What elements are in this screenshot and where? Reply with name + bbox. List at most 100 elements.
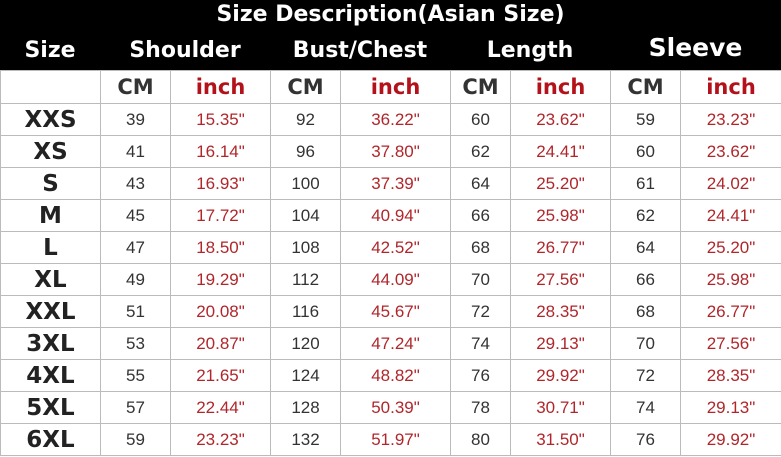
sleeve-inch-cell: 24.41" bbox=[680, 199, 781, 232]
bust-inch-cell: 36.22" bbox=[340, 103, 451, 136]
bust-inch-cell: 37.80" bbox=[340, 135, 451, 168]
unit-cm: CM bbox=[270, 70, 341, 104]
table-row: XXS 39 15.35" 92 36.22" 60 23.62" 59 23.23" bbox=[0, 103, 781, 136]
unit-cm: CM bbox=[450, 70, 511, 104]
sleeve-cm-cell: 68 bbox=[610, 295, 681, 328]
sleeve-inch-cell: 23.23" bbox=[680, 103, 781, 136]
size-table: CM inch CM inch CM inch CM inch XXS 39 15.… bbox=[0, 70, 781, 456]
length-inch-cell: 24.41" bbox=[510, 135, 611, 168]
size-cell: 5XL bbox=[0, 391, 101, 424]
sleeve-cm-cell: 61 bbox=[610, 167, 681, 200]
unit-inch: inch bbox=[170, 70, 271, 104]
size-cell: XS bbox=[0, 135, 101, 168]
bust-inch-cell: 37.39" bbox=[340, 167, 451, 200]
length-cm-cell: 66 bbox=[450, 199, 511, 232]
sleeve-cm-cell: 74 bbox=[610, 391, 681, 424]
shoulder-inch-cell: 21.65" bbox=[170, 359, 271, 392]
length-cm-cell: 62 bbox=[450, 135, 511, 168]
table-row: S 43 16.93" 100 37.39" 64 25.20" 61 24.02" bbox=[0, 167, 781, 200]
bust-inch-cell: 42.52" bbox=[340, 231, 451, 264]
table-row: XXL 51 20.08" 116 45.67" 72 28.35" 68 26.77" bbox=[0, 295, 781, 328]
size-cell: XXL bbox=[0, 295, 101, 328]
sleeve-inch-cell: 27.56" bbox=[680, 327, 781, 360]
sleeve-inch-cell: 25.20" bbox=[680, 231, 781, 264]
bust-cm-cell: 120 bbox=[270, 327, 341, 360]
length-inch-cell: 29.13" bbox=[510, 327, 611, 360]
table-row: 3XL 53 20.87" 120 47.24" 74 29.13" 70 27.56" bbox=[0, 327, 781, 360]
length-inch-cell: 25.98" bbox=[510, 199, 611, 232]
shoulder-cm-cell: 59 bbox=[100, 423, 171, 456]
size-cell: XL bbox=[0, 263, 101, 296]
length-cm-cell: 80 bbox=[450, 423, 511, 456]
table-header: Size Description(Asian Size) Size Should… bbox=[0, 0, 781, 70]
table-row: 6XL 59 23.23" 132 51.97" 80 31.50" 76 29.92" bbox=[0, 423, 781, 456]
sleeve-inch-cell: 25.98" bbox=[680, 263, 781, 296]
sleeve-cm-cell: 62 bbox=[610, 199, 681, 232]
table-row: 4XL 55 21.65" 124 48.82" 76 29.92" 72 28.35" bbox=[0, 359, 781, 392]
unit-cm: CM bbox=[610, 70, 681, 104]
shoulder-cm-cell: 51 bbox=[100, 295, 171, 328]
sleeve-cm-cell: 66 bbox=[610, 263, 681, 296]
shoulder-cm-cell: 47 bbox=[100, 231, 171, 264]
shoulder-header: Shoulder bbox=[129, 38, 241, 63]
bust-inch-cell: 47.24" bbox=[340, 327, 451, 360]
length-cm-cell: 64 bbox=[450, 167, 511, 200]
size-cell: M bbox=[0, 199, 101, 232]
unit-cm: CM bbox=[100, 70, 171, 104]
size-cell: 4XL bbox=[0, 359, 101, 392]
shoulder-inch-cell: 17.72" bbox=[170, 199, 271, 232]
bust-cm-cell: 108 bbox=[270, 231, 341, 264]
bust-cm-cell: 92 bbox=[270, 103, 341, 136]
length-inch-cell: 28.35" bbox=[510, 295, 611, 328]
length-cm-cell: 74 bbox=[450, 327, 511, 360]
length-inch-cell: 23.62" bbox=[510, 103, 611, 136]
shoulder-inch-cell: 22.44" bbox=[170, 391, 271, 424]
length-inch-cell: 31.50" bbox=[510, 423, 611, 456]
unit-inch: inch bbox=[680, 70, 781, 104]
size-cell: 6XL bbox=[0, 423, 101, 456]
shoulder-cm-cell: 57 bbox=[100, 391, 171, 424]
shoulder-inch-cell: 18.50" bbox=[170, 231, 271, 264]
size-cell: XXS bbox=[0, 103, 101, 136]
sleeve-cm-cell: 60 bbox=[610, 135, 681, 168]
length-cm-cell: 60 bbox=[450, 103, 511, 136]
shoulder-inch-cell: 16.14" bbox=[170, 135, 271, 168]
table-row: M 45 17.72" 104 40.94" 66 25.98" 62 24.41" bbox=[0, 199, 781, 232]
sleeve-cm-cell: 72 bbox=[610, 359, 681, 392]
length-cm-cell: 72 bbox=[450, 295, 511, 328]
sleeve-inch-cell: 29.13" bbox=[680, 391, 781, 424]
sleeve-cm-cell: 64 bbox=[610, 231, 681, 264]
bust-inch-cell: 45.67" bbox=[340, 295, 451, 328]
unit-inch: inch bbox=[340, 70, 451, 104]
bust-header: Bust/Chest bbox=[292, 38, 428, 63]
shoulder-cm-cell: 53 bbox=[100, 327, 171, 360]
shoulder-cm-cell: 45 bbox=[100, 199, 171, 232]
bust-inch-cell: 50.39" bbox=[340, 391, 451, 424]
bust-cm-cell: 100 bbox=[270, 167, 341, 200]
length-cm-cell: 78 bbox=[450, 391, 511, 424]
bust-inch-cell: 44.09" bbox=[340, 263, 451, 296]
shoulder-inch-cell: 20.08" bbox=[170, 295, 271, 328]
length-inch-cell: 27.56" bbox=[510, 263, 611, 296]
shoulder-inch-cell: 15.35" bbox=[170, 103, 271, 136]
size-cell: L bbox=[0, 231, 101, 264]
length-cm-cell: 70 bbox=[450, 263, 511, 296]
length-cm-cell: 76 bbox=[450, 359, 511, 392]
shoulder-cm-cell: 39 bbox=[100, 103, 171, 136]
shoulder-inch-cell: 19.29" bbox=[170, 263, 271, 296]
unit-row: CM inch CM inch CM inch CM inch bbox=[0, 70, 781, 104]
shoulder-cm-cell: 43 bbox=[100, 167, 171, 200]
size-cell: S bbox=[0, 167, 101, 200]
shoulder-inch-cell: 16.93" bbox=[170, 167, 271, 200]
shoulder-inch-cell: 23.23" bbox=[170, 423, 271, 456]
sleeve-cm-cell: 70 bbox=[610, 327, 681, 360]
sleeve-inch-cell: 29.92" bbox=[680, 423, 781, 456]
length-header: Length bbox=[486, 38, 574, 63]
bust-inch-cell: 48.82" bbox=[340, 359, 451, 392]
bust-cm-cell: 112 bbox=[270, 263, 341, 296]
bust-inch-cell: 51.97" bbox=[340, 423, 451, 456]
bust-cm-cell: 116 bbox=[270, 295, 341, 328]
shoulder-cm-cell: 55 bbox=[100, 359, 171, 392]
shoulder-cm-cell: 49 bbox=[100, 263, 171, 296]
table-row: XL 49 19.29" 112 44.09" 70 27.56" 66 25.98" bbox=[0, 263, 781, 296]
